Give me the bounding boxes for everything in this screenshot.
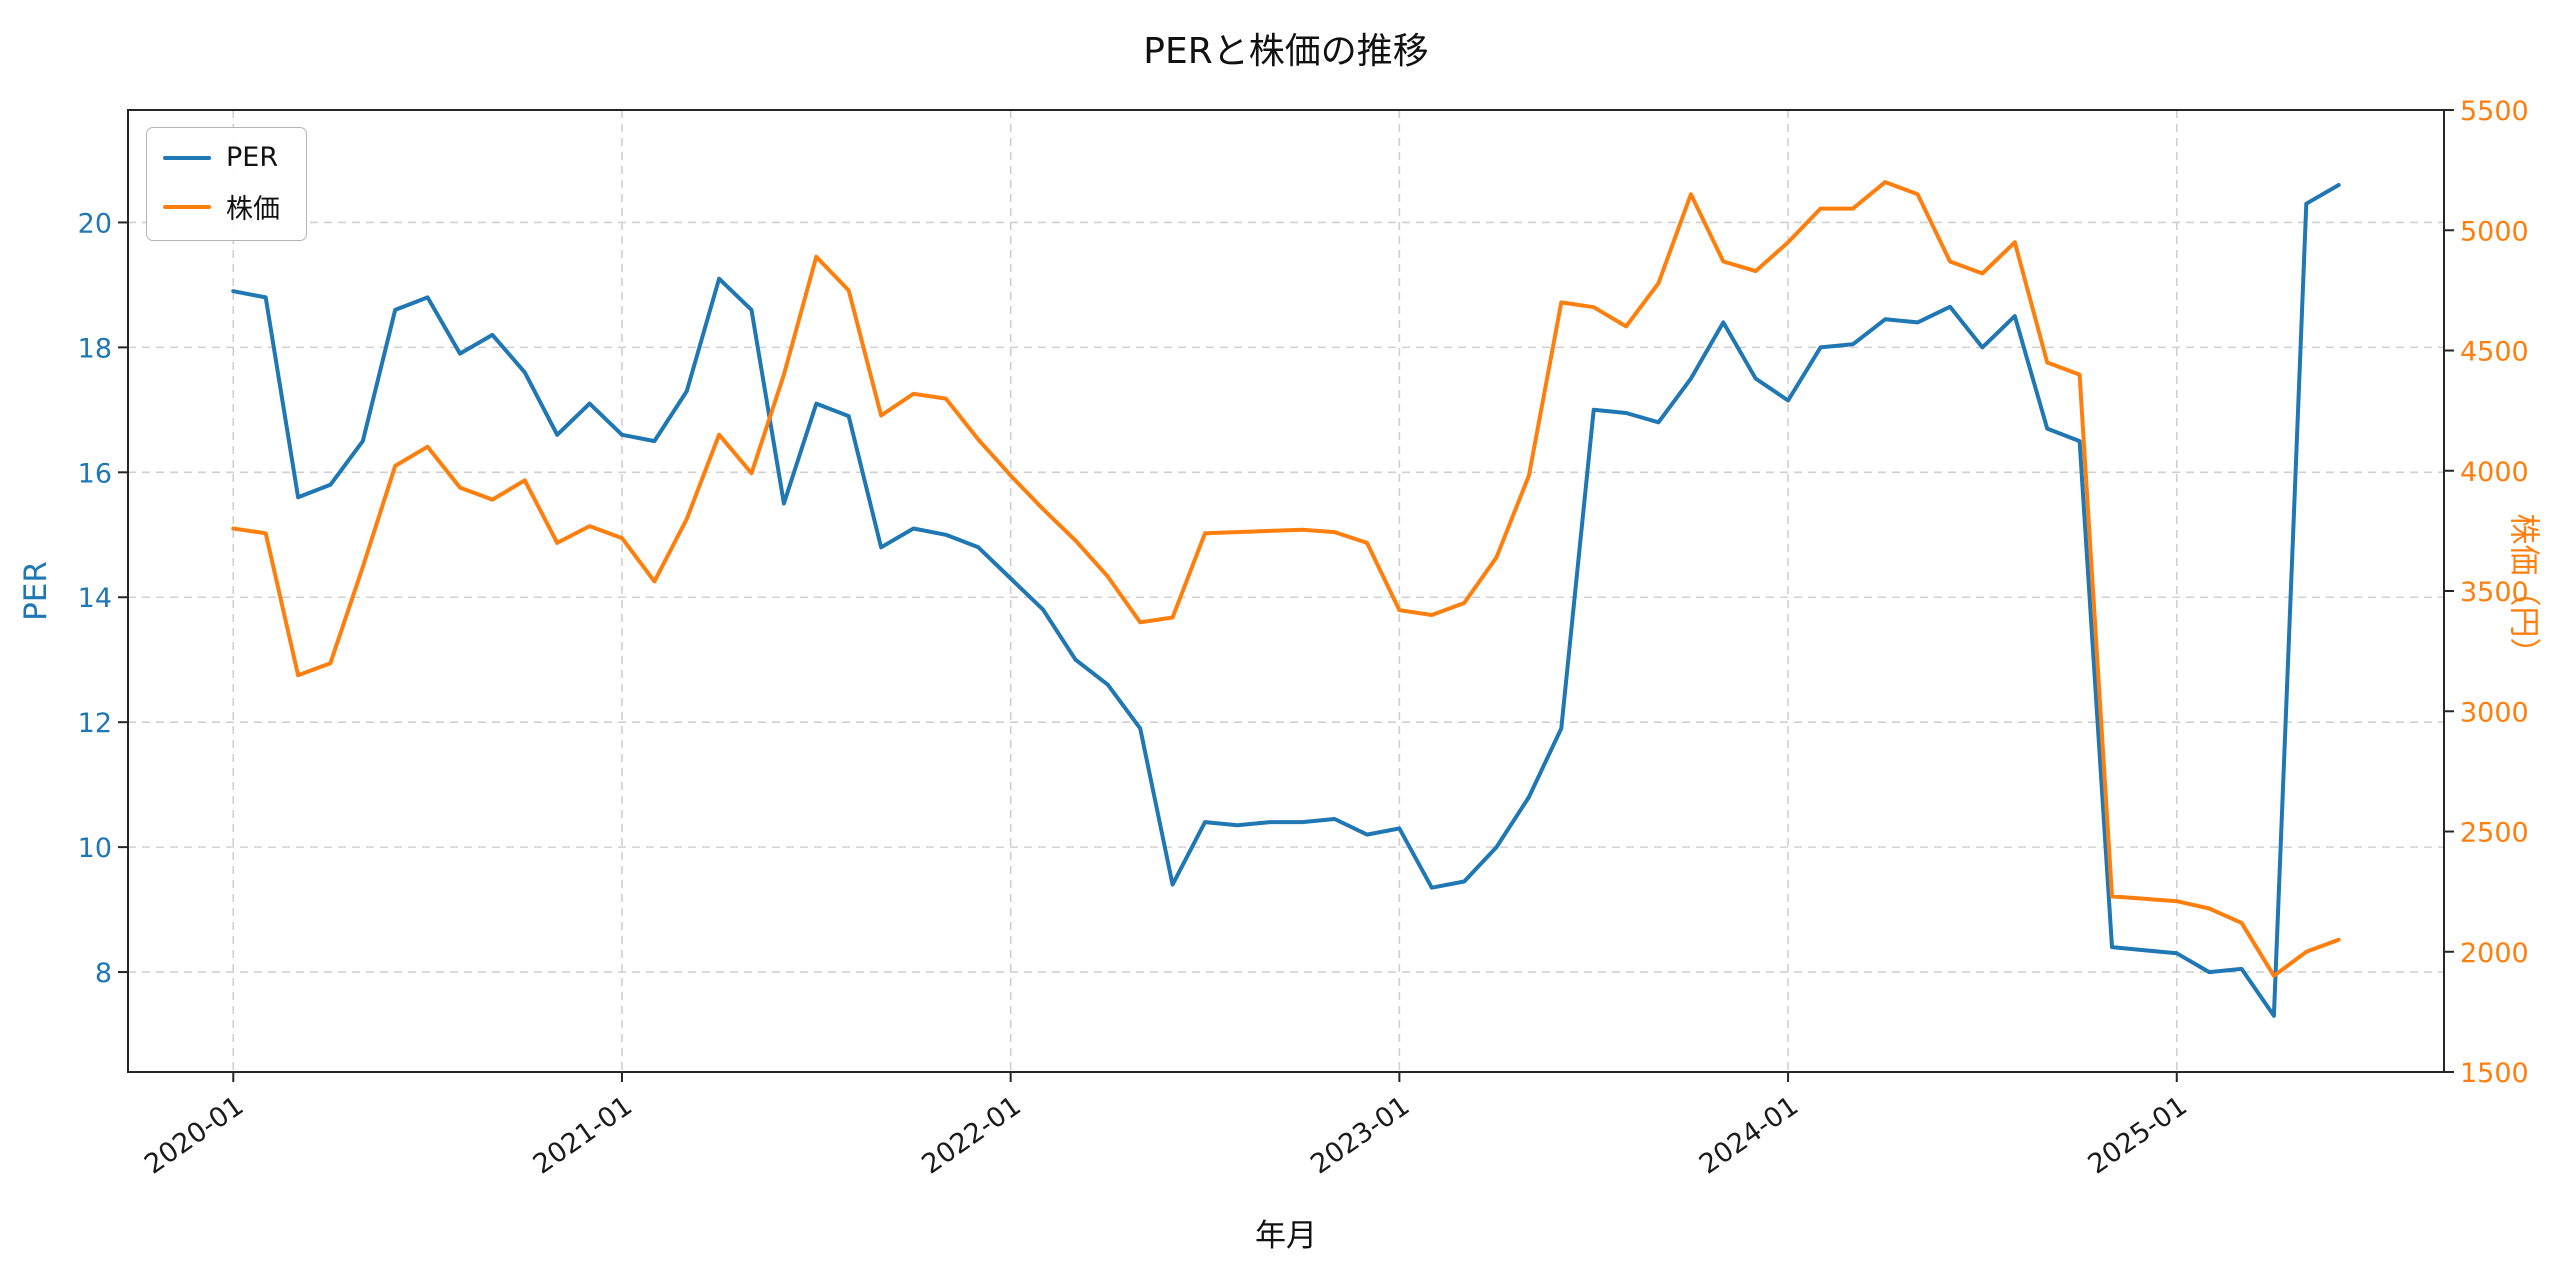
right-tick-label: 3500 <box>2460 577 2529 608</box>
x-tick-label: 2023-01 <box>1305 1090 1415 1180</box>
per-line <box>231 183 2341 1018</box>
left-tick-label: 8 <box>95 958 112 989</box>
x-tick-label: 2025-01 <box>2083 1090 2193 1180</box>
x-axis-label: 年月 <box>1255 1218 1317 1254</box>
price-line-swatch <box>163 204 211 209</box>
right-tick-label: 5500 <box>2460 96 2529 127</box>
right-tick-label: 2000 <box>2460 938 2529 969</box>
left-tick-label: 20 <box>78 208 112 239</box>
per-line-swatch <box>163 155 211 160</box>
legend-item-per: PER <box>163 142 280 173</box>
legend-label-per: PER <box>226 142 279 173</box>
left-tick-label: 18 <box>78 333 112 364</box>
left-tick-label: 12 <box>78 708 112 739</box>
y-axis-label-left: PER <box>18 561 54 621</box>
left-tick-label: 10 <box>78 833 112 864</box>
x-tick-label: 2024-01 <box>1694 1090 1804 1180</box>
right-tick-label: 4500 <box>2460 337 2529 368</box>
right-tick-label: 2500 <box>2460 818 2529 849</box>
right-tick-label: 3000 <box>2460 697 2529 728</box>
y-axis-label-right: 株価（円） <box>2505 513 2542 669</box>
right-tick-label: 4000 <box>2460 457 2529 488</box>
legend-item-price: 株価 <box>163 187 280 226</box>
left-tick-label: 14 <box>78 583 112 614</box>
legend: PER 株価 <box>146 127 307 241</box>
right-tick-label: 1500 <box>2460 1058 2529 1089</box>
price-line <box>231 180 2341 978</box>
right-tick-label: 5000 <box>2460 216 2529 247</box>
legend-label-price: 株価 <box>226 194 280 225</box>
x-tick-label: 2020-01 <box>139 1090 249 1180</box>
chart-title: PERと株価の推移 <box>1143 31 1429 72</box>
plot-frame <box>127 109 2445 1073</box>
x-tick-label: 2021-01 <box>528 1090 638 1180</box>
left-tick-label: 16 <box>78 458 112 489</box>
x-tick-label: 2022-01 <box>916 1090 1026 1180</box>
